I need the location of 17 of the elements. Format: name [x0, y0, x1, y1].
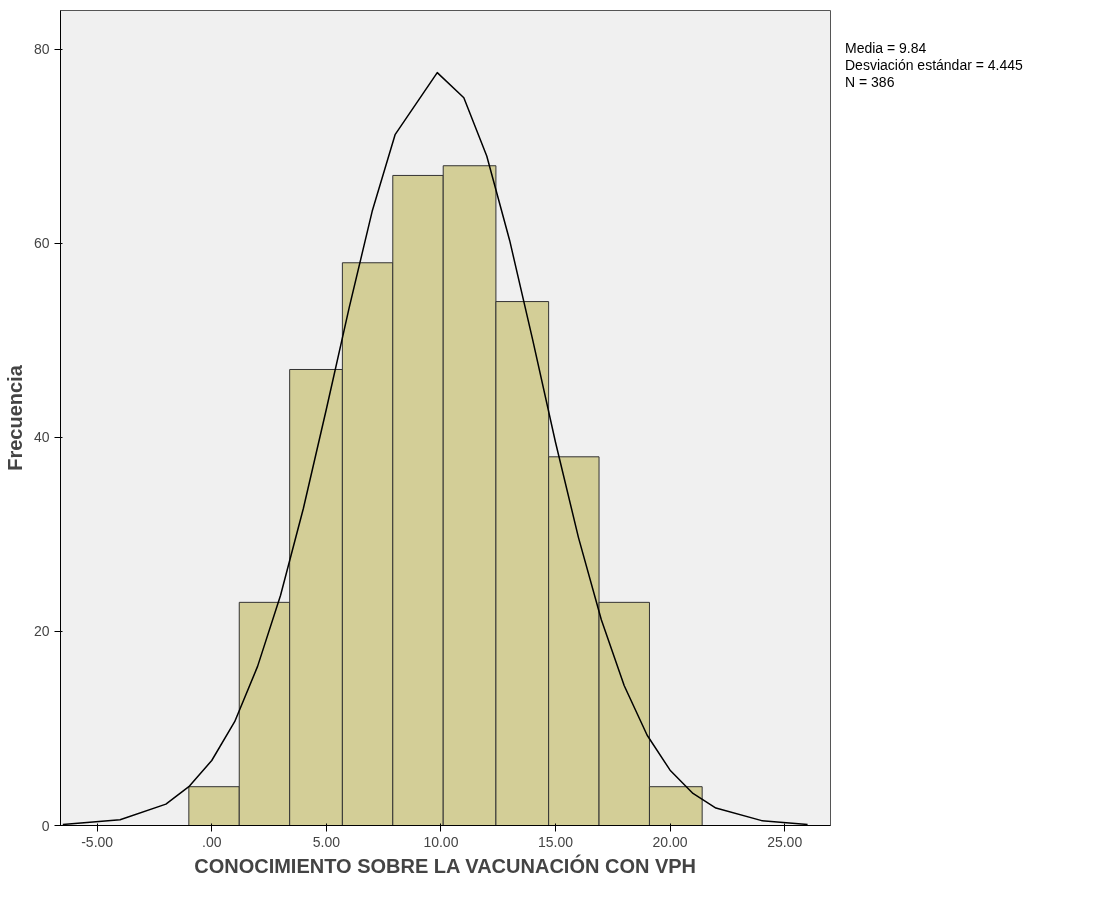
- y-tick-label: 0: [41, 817, 50, 834]
- y-axis-title: Frecuencia: [3, 364, 26, 471]
- x-tick-label: -5.00: [81, 833, 114, 850]
- y-tick-label: 80: [33, 41, 50, 58]
- x-tick-label: 5.00: [312, 833, 341, 850]
- x-tick-label: .00: [202, 833, 222, 850]
- x-tick-label: 15.00: [537, 833, 574, 850]
- text: Desviación estándar = 4.445: [845, 57, 1023, 73]
- y-tick-label: 20: [33, 623, 50, 640]
- x-axis-title: CONOCIMIENTO SOBRE LA VACUNACIÓN CON VPH: [194, 853, 697, 877]
- x-tick-label: 10.00: [423, 833, 459, 850]
- y-tick-label: 60: [33, 235, 50, 252]
- x-tick-label: 25.00: [767, 833, 803, 850]
- x-tick-label: 20.00: [652, 833, 688, 850]
- text: N = 386: [845, 74, 895, 90]
- text: Media = 9.84: [845, 40, 927, 56]
- y-tick-label: 40: [33, 429, 50, 446]
